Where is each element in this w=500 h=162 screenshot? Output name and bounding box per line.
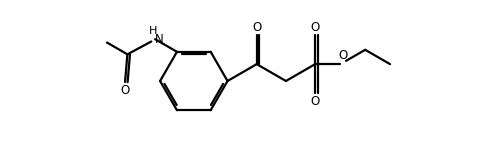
Text: O: O	[338, 49, 347, 62]
Text: O: O	[310, 95, 320, 108]
Text: N: N	[156, 33, 164, 46]
Text: O: O	[252, 21, 262, 34]
Text: O: O	[310, 21, 320, 34]
Text: H: H	[148, 26, 157, 36]
Text: O: O	[120, 84, 130, 97]
